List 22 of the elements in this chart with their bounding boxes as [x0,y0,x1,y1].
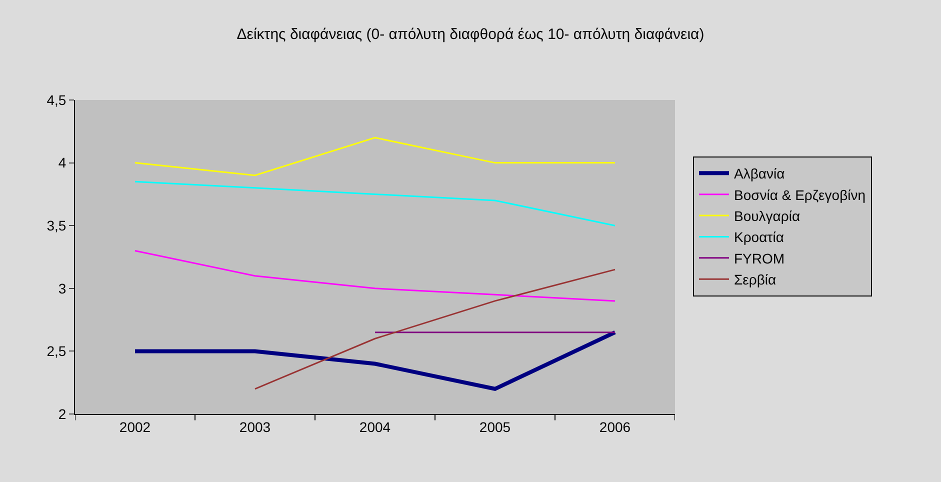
x-tick-label: 2002 [119,418,151,435]
line-series [133,330,617,391]
y-tick-label: 4 [58,154,66,171]
y-tick-label: 2,5 [46,343,66,360]
chart-title: Δείκτης διαφάνειας (0- απόλυτη διαφθορά έως 10- απόλυτη διαφάνεια) [236,26,704,43]
y-tick-label: 3,5 [46,218,66,234]
x-tick-label: 2003 [239,418,271,435]
legend-label: Βοσνία & Ερζεγοβίνη [734,186,866,203]
line-series [254,268,616,390]
x-tick-label: 2005 [479,418,511,435]
legend-label: Αλβανία [734,166,785,182]
y-tick-label: 2 [58,406,66,422]
legend-label: Κροατία [734,229,784,246]
y-tick-label: 3 [58,280,66,296]
y-tick-label: 4,5 [46,92,66,108]
x-tick-label: 2004 [359,418,391,435]
legend-label: Βουλγαρία [734,208,800,224]
line-series [134,250,616,302]
legend-label: Σερβία [734,272,776,288]
legend-label: FYROM [734,250,785,266]
line-series [134,180,616,226]
x-tick-label: 2006 [599,418,631,435]
